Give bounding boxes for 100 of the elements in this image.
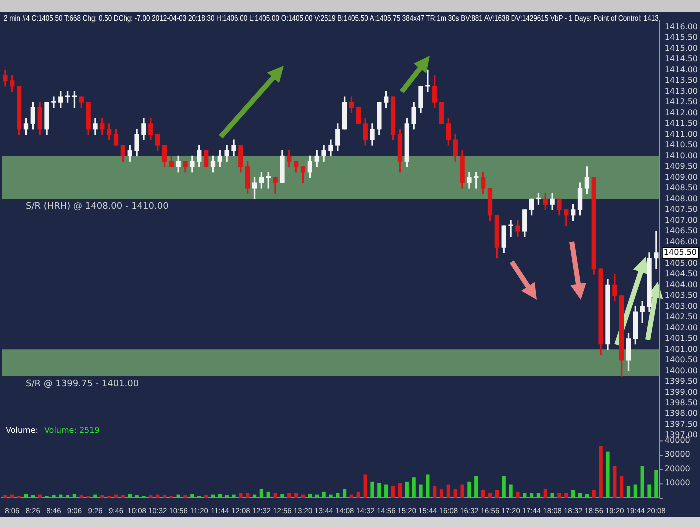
bar <box>474 476 478 498</box>
y-tick-label: 1408.00 <box>664 194 698 204</box>
y2-tick-label: 20000 <box>664 464 690 474</box>
bar <box>440 489 444 498</box>
bar <box>419 484 423 498</box>
y-tick-label: 1404.00 <box>664 280 698 290</box>
bar <box>24 494 28 498</box>
y2-tick-label: 10000 <box>664 478 690 488</box>
bar <box>460 484 464 498</box>
bar <box>468 482 472 498</box>
y-tick-label: 1402.50 <box>664 312 698 322</box>
y-tick-label: 1416.00 <box>664 22 698 32</box>
bar <box>640 466 644 498</box>
bar <box>342 489 347 498</box>
bar <box>572 490 576 498</box>
y-tick-label: 1409.00 <box>664 172 698 182</box>
y-tick-label: 1406.50 <box>664 226 698 236</box>
bar <box>585 494 590 498</box>
bar <box>544 489 548 498</box>
y-tick-label: 1399.00 <box>664 388 698 397</box>
annotation: Volume: <box>6 426 38 435</box>
bar <box>578 493 582 498</box>
bar <box>260 489 264 498</box>
bar <box>446 484 451 498</box>
bar <box>322 492 326 498</box>
annotation: 2 min #4 C:1405.50 T:668 Chg: 0.50 DChg: -7.00 2012-04-03 20:18:30 H:1406.00 L:1405.00 O:1405.00 V:2519 B:1405.50 A:1405.75 384x47 TR:1m 30s BV:881 AV:1638 DV:1429615 VbP - 1 Days: Point of Control: 1413 <box>4 14 659 25</box>
bar <box>239 493 243 498</box>
y-tick-label: 1405.00 <box>664 258 698 268</box>
y-tick-label: 1400.50 <box>664 356 698 365</box>
bar <box>218 494 222 498</box>
bar <box>426 474 430 498</box>
y-tick-label: 1408.50 <box>664 184 698 193</box>
bar <box>481 490 486 498</box>
y-tick-label: 1412.00 <box>664 108 698 118</box>
bar <box>266 492 270 498</box>
y-tick-label: 1413.50 <box>664 76 698 86</box>
y-tick-label: 1410.00 <box>664 151 698 160</box>
bar <box>294 493 298 498</box>
y-tick-label: 1412.50 <box>664 98 698 107</box>
bar <box>308 494 312 498</box>
y-tick-label: 1401.00 <box>664 344 698 354</box>
bar <box>530 493 534 498</box>
bar <box>128 494 132 498</box>
bar <box>550 493 554 498</box>
y-tick-label: 1407.50 <box>664 205 698 214</box>
bar <box>433 486 437 498</box>
y-tick-label: 1404.50 <box>664 270 698 279</box>
y-tick-label: 1409.50 <box>664 162 698 172</box>
bar <box>364 474 368 498</box>
bar <box>488 493 492 498</box>
annotation: 1405.50 <box>664 248 698 258</box>
annotation: Volume: 2519 <box>44 426 100 435</box>
bar <box>274 493 278 498</box>
y-tick-label: 1415.50 <box>664 33 698 42</box>
bar <box>454 489 458 498</box>
bar <box>558 493 562 498</box>
bar <box>626 486 631 498</box>
bar <box>502 476 506 498</box>
bar <box>280 494 284 498</box>
candlestick <box>508 220 514 238</box>
bar <box>370 482 374 498</box>
candlestick <box>654 231 659 270</box>
bar <box>599 446 603 498</box>
y-tick-label: 1407.00 <box>664 216 698 225</box>
band-label: S/R @ 1399.75 - 1401.00 <box>26 379 140 390</box>
bar <box>94 494 98 498</box>
bar <box>654 470 658 498</box>
y-tick-label: 1403.00 <box>664 302 698 311</box>
y-tick-label: 1410.50 <box>664 140 698 150</box>
y-tick-label: 1414.00 <box>664 65 698 74</box>
bar <box>384 484 388 498</box>
y-tick-label: 1398.00 <box>664 409 698 418</box>
y-tick-label: 1401.50 <box>664 334 698 344</box>
bar <box>405 482 409 498</box>
bar <box>564 493 568 498</box>
bar <box>356 492 360 498</box>
bar <box>495 490 499 498</box>
y2-tick-label: 30000 <box>664 450 690 460</box>
bar <box>329 494 333 498</box>
y-tick-label: 1403.50 <box>664 291 698 300</box>
bar <box>634 484 638 498</box>
bar <box>592 490 596 498</box>
bar <box>72 494 77 498</box>
bar <box>523 493 527 498</box>
y-tick-label: 1411.00 <box>664 130 698 139</box>
y-tick-label: 1411.50 <box>664 119 698 128</box>
y-tick-label: 1406.00 <box>664 237 698 246</box>
y-tick-label: 1415.00 <box>664 44 698 53</box>
bar <box>509 484 513 498</box>
bar <box>336 493 340 498</box>
y-tick-label: 1398.50 <box>664 398 698 408</box>
y-tick-label: 1413.00 <box>664 86 698 96</box>
bar <box>620 476 624 498</box>
bar <box>536 493 541 498</box>
y-tick-label: 1414.50 <box>664 54 698 64</box>
bar <box>606 452 610 498</box>
candlestick <box>52 96 56 108</box>
band-label: S/R (HRH) @ 1408.00 - 1410.00 <box>26 202 170 212</box>
bar <box>391 486 396 498</box>
bar <box>288 493 292 498</box>
